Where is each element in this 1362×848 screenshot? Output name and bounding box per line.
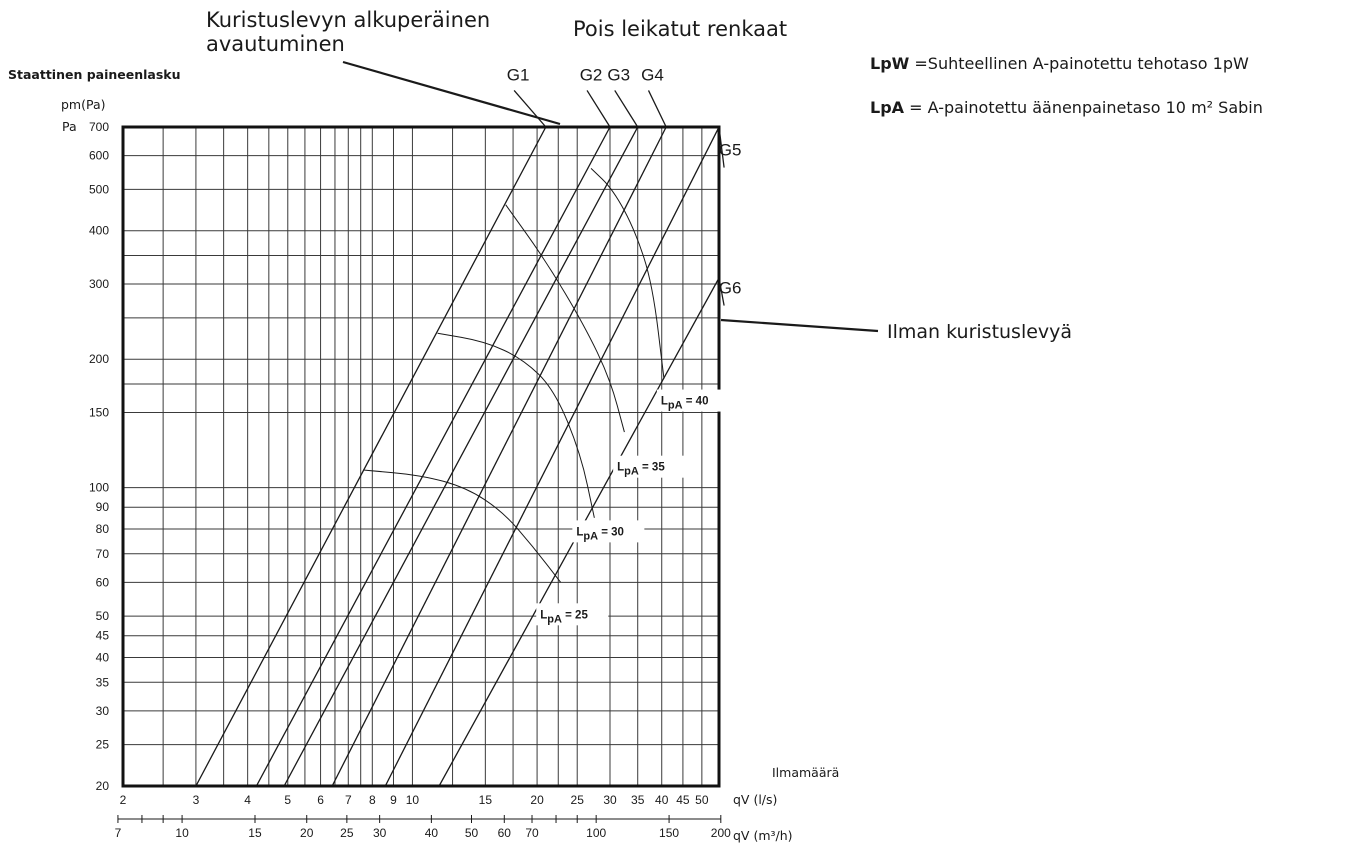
- x-tick-label-m3h: 150: [659, 826, 679, 840]
- noise-curve: [438, 333, 595, 518]
- x-tick-label-m3h: 50: [465, 826, 479, 840]
- x-tick-label-m3h: 7: [115, 826, 122, 840]
- x-tick-label-m3h: 60: [498, 826, 512, 840]
- y-tick-label: 50: [96, 609, 110, 623]
- original-opening-label: Kuristuslevyn alkuperäinen avautuminen: [206, 8, 490, 56]
- y-tick-label: 500: [89, 182, 109, 196]
- series-label-g6: G6: [719, 279, 742, 298]
- pointer-lines: [343, 62, 878, 331]
- x-tick-label-m3h: 10: [175, 826, 189, 840]
- x-tick-label-ls: 4: [244, 793, 251, 807]
- x-axis-unit-m3h: qV (m³/h): [733, 828, 793, 843]
- x-tick-label-m3h: 70: [525, 826, 539, 840]
- x-tick-label-ls: 20: [530, 793, 544, 807]
- x-tick-label-ls: 5: [284, 793, 291, 807]
- legend-lpw: LpW =Suhteellinen A-painotettu tehotaso …: [870, 54, 1249, 73]
- x-tick-label-m3h: 15: [248, 826, 262, 840]
- y-tick-label: 30: [96, 704, 110, 718]
- y-tick-label: 400: [89, 224, 109, 238]
- series-extension-g1: [514, 90, 546, 127]
- x-tick-label-m3h: 40: [425, 826, 439, 840]
- noise-curve: [363, 470, 561, 582]
- series-label-g5: G5: [719, 141, 742, 160]
- y-tick-label: 40: [96, 651, 110, 665]
- series-label-g1: G1: [507, 65, 530, 84]
- x-tick-label-ls: 40: [655, 793, 669, 807]
- x-tick-label-ls: 6: [317, 793, 324, 807]
- y-axis-title: Staattinen paineenlasku: [8, 67, 181, 82]
- x-tick-label-m3h: 30: [373, 826, 387, 840]
- series-label-g4: G4: [641, 65, 664, 84]
- y-tick-label: 300: [89, 277, 109, 291]
- series-label-g2: G2: [580, 65, 603, 84]
- y-tick-label: 80: [96, 522, 110, 536]
- without-plate-label: Ilman kuristuslevyä: [887, 321, 1072, 343]
- x-tick-label-ls: 15: [479, 793, 493, 807]
- y-tick-label: 700: [89, 120, 109, 134]
- noise-curve: [506, 205, 625, 432]
- x-axis-title: Ilmamäärä: [772, 765, 839, 780]
- series-line-g2: [256, 127, 610, 786]
- x-tick-label-m3h: 200: [711, 826, 731, 840]
- legend-lpw-symbol: LpW: [870, 54, 909, 73]
- series-label-g3: G3: [607, 65, 630, 84]
- throttle-lines: [196, 90, 724, 786]
- cut-rings-label: Pois leikatut renkaat: [573, 17, 787, 41]
- x-tick-label-ls: 45: [676, 793, 690, 807]
- series-extension-g2: [587, 90, 610, 127]
- y-tick-label: 45: [96, 629, 110, 643]
- y-tick-label: 20: [96, 779, 110, 793]
- without-plate-pointer: [721, 320, 878, 331]
- legend-lpa: LpA = A-painotettu äänenpainetaso 10 m² …: [870, 98, 1263, 117]
- y-tick-label: 150: [89, 406, 109, 420]
- y-tick-label: 60: [96, 575, 110, 589]
- x-tick-label-ls: 8: [369, 793, 376, 807]
- y-tick-label: 600: [89, 149, 109, 163]
- y-tick-label: 35: [96, 675, 110, 689]
- x-tick-label-ls: 9: [390, 793, 397, 807]
- y-axis-unit-left: Pa: [62, 119, 77, 134]
- axis-ticks: 2025303540455060708090100150200300400500…: [89, 120, 731, 840]
- y-tick-label: 70: [96, 547, 110, 561]
- x-tick-label-ls: 30: [603, 793, 617, 807]
- legend-lpa-symbol: LpA: [870, 98, 904, 117]
- x-tick-label-m3h: 25: [340, 826, 354, 840]
- x-tick-label-ls: 35: [631, 793, 645, 807]
- chart-labels: LpA = 25 LpA = 30 LpA = 35 LpA = 40 G1 G2 G3 G4…: [507, 65, 742, 625]
- x-tick-label-ls: 50: [695, 793, 709, 807]
- legend-lpw-text: =Suhteellinen A-painotettu tehotaso 1pW: [914, 54, 1248, 73]
- x-axis-unit-ls: qV (l/s): [733, 792, 777, 807]
- series-extension-g3: [615, 90, 638, 127]
- x-tick-label-ls: 2: [120, 793, 127, 807]
- series-extension-g4: [649, 90, 667, 127]
- x-tick-label-ls: 25: [571, 793, 585, 807]
- y-tick-label: 25: [96, 738, 110, 752]
- x-tick-label-ls: 7: [345, 793, 352, 807]
- legend-lpa-text: = A-painotettu äänenpainetaso 10 m² Sabi…: [909, 98, 1263, 117]
- x-tick-label-m3h: 20: [300, 826, 314, 840]
- y-tick-label: 90: [96, 500, 110, 514]
- x-tick-label-ls: 3: [193, 793, 200, 807]
- y-tick-label: 200: [89, 352, 109, 366]
- x-tick-label-ls: 10: [406, 793, 420, 807]
- y-axis-unit-top: pm(Pa): [61, 97, 106, 112]
- noise-curve: [591, 168, 664, 378]
- series-line-g3: [284, 127, 638, 786]
- y-tick-label: 100: [89, 481, 109, 495]
- x-tick-label-m3h: 100: [586, 826, 606, 840]
